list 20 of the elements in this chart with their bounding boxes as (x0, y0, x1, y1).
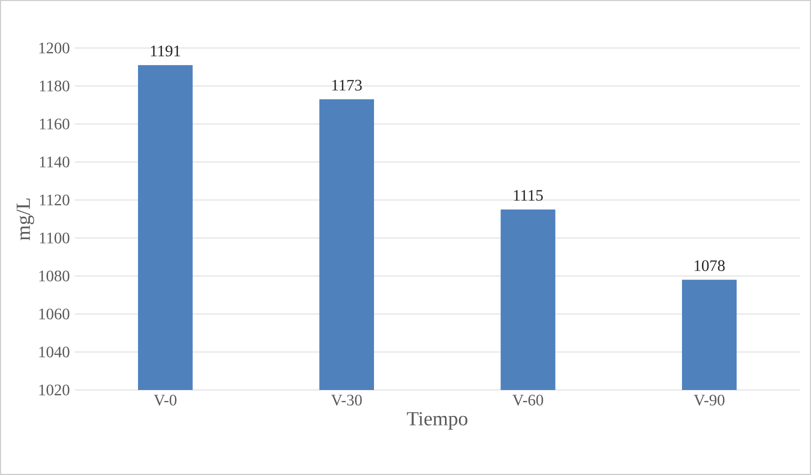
y-tick-label: 1140 (40, 156, 70, 168)
data-label: 1115 (514, 190, 543, 201)
y-tick-label: 1180 (40, 80, 70, 92)
y-tick-label: 1100 (40, 232, 70, 244)
data-label: 1191 (151, 46, 180, 56)
y-tick-label: 1060 (39, 308, 70, 320)
y-tick-label: 1020 (39, 384, 70, 396)
y-tick-label: 1040 (39, 346, 70, 358)
x-tick-label: V-60 (512, 394, 544, 406)
y-tick-label: 1080 (39, 270, 70, 282)
data-label: 1078 (694, 260, 725, 272)
y-axis-title: mg/L (16, 198, 34, 240)
y-tick-label: 1120 (40, 194, 70, 206)
y-tick-label: 1160 (40, 118, 70, 130)
x-tick-label: V-90 (694, 394, 724, 406)
x-tick-label: V-30 (331, 394, 362, 406)
data-label: 1173 (332, 80, 362, 91)
x-tick-label: V-0 (154, 394, 176, 406)
y-tick-label: 1200 (39, 42, 70, 54)
x-axis-title: Tiempo (406, 412, 468, 430)
